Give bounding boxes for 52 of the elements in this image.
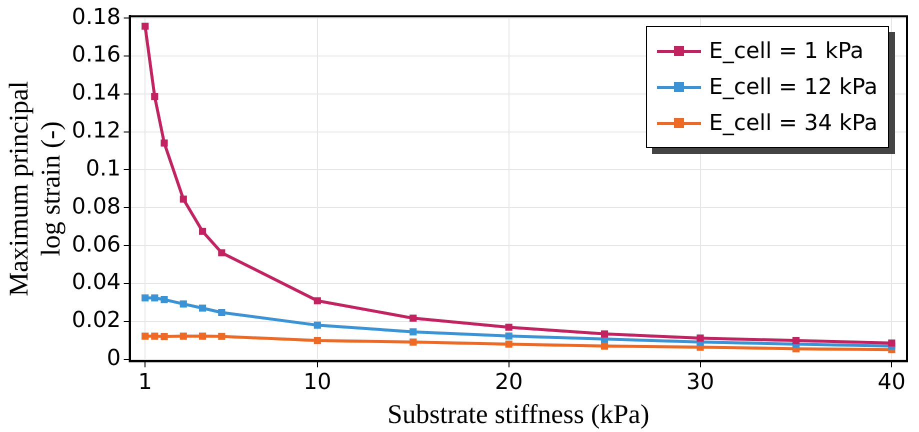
point	[505, 324, 512, 331]
point	[218, 332, 226, 340]
y-tick-label: 0.18	[72, 4, 121, 30]
y-tick-label: 0.12	[72, 118, 121, 144]
x-tick-label: 10	[303, 370, 332, 396]
point	[151, 93, 158, 100]
point	[151, 332, 158, 340]
x-tick-label: 1	[138, 370, 152, 396]
legend-label: E_cell = 12 kPa	[709, 74, 878, 100]
point	[218, 308, 226, 316]
point	[314, 337, 321, 344]
point	[142, 294, 149, 302]
point	[180, 332, 187, 340]
y-axis-title: Maximum principal log strain (-)	[3, 81, 66, 296]
point	[180, 196, 187, 203]
x-tick-label: 30	[686, 370, 714, 396]
y-tick-label: 0.1	[86, 156, 121, 182]
point	[151, 294, 158, 302]
point	[160, 139, 168, 147]
y-tick-label: 0.04	[72, 270, 121, 296]
y-tick-label: 0.06	[72, 232, 121, 258]
x-axis-title: Substrate stiffness (kPa)	[387, 398, 650, 429]
point	[888, 339, 896, 347]
point	[180, 300, 187, 308]
y-tick-label: 0	[106, 346, 121, 372]
point	[198, 332, 206, 340]
x-tick-label: 40	[878, 370, 906, 396]
point	[410, 328, 417, 336]
point	[601, 330, 608, 338]
y-tick-label: 0.08	[72, 194, 121, 220]
point	[505, 340, 512, 348]
legend-label: E_cell = 34 kPa	[709, 110, 878, 136]
point	[314, 322, 321, 329]
point	[218, 249, 226, 256]
point	[410, 314, 417, 322]
point	[142, 22, 149, 30]
legend-label: E_cell = 1 kPa	[709, 38, 864, 64]
y-tick-label: 0.14	[72, 80, 121, 106]
point	[314, 297, 321, 304]
y-tick-label: 0.02	[72, 308, 121, 334]
point	[198, 304, 206, 312]
point	[142, 332, 149, 340]
point	[601, 342, 608, 350]
point	[696, 334, 704, 342]
point	[792, 337, 800, 344]
x-tick-label: 20	[494, 370, 523, 396]
point	[160, 296, 168, 304]
point	[410, 338, 417, 346]
point	[505, 332, 512, 340]
y-tick-label: 0.16	[72, 42, 121, 68]
point	[160, 333, 168, 340]
point	[198, 228, 206, 235]
